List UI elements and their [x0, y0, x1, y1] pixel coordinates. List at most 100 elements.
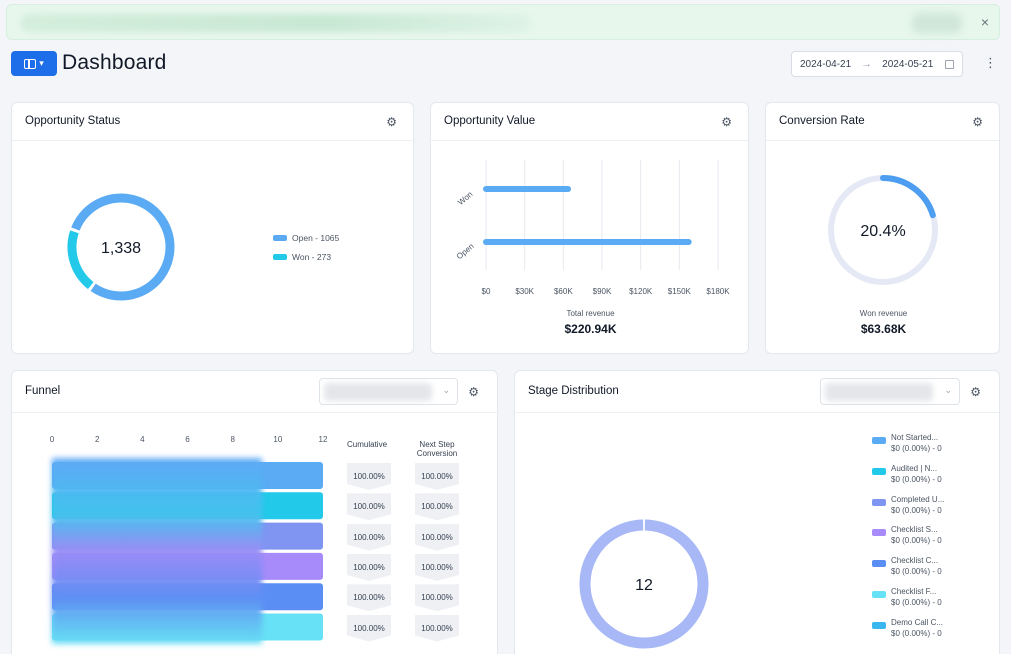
- stage-value: $0 (0.00%) - 0: [891, 536, 942, 546]
- cumulative-value: 100.00%: [347, 614, 391, 642]
- settings-sliders-icon[interactable]: ⚙: [721, 115, 732, 129]
- card-title: Funnel: [25, 385, 61, 397]
- legend-item-open: Open - 1065: [273, 233, 339, 243]
- x-tick-label: 2: [95, 435, 100, 444]
- date-range-picker[interactable]: 2024-04-21 → 2024-05-21: [791, 51, 963, 77]
- stage-distribution-donut: 12: [579, 519, 709, 649]
- total-revenue-label: Total revenue: [566, 309, 615, 318]
- next-step-header-line1: Next Step: [419, 440, 455, 449]
- cumulative-value: 100.00%: [347, 463, 391, 490]
- stage-value: $0 (0.00%) - 0: [891, 444, 942, 453]
- x-tick-label: 10: [273, 435, 282, 444]
- stage-value: $0 (0.00%) - 0: [891, 505, 942, 515]
- settings-sliders-icon[interactable]: ⚙: [386, 115, 397, 129]
- total-revenue-block: Total revenue $220.94K: [431, 309, 748, 336]
- x-tick-label: $120K: [629, 287, 653, 296]
- legend-swatch: [872, 467, 886, 475]
- stage-value: $0 (0.00%) - 0: [891, 567, 942, 577]
- next-step-value: 100.00%: [415, 584, 459, 612]
- opportunity-status-donut: 1,338: [67, 193, 175, 301]
- gauge-fill: [880, 175, 936, 219]
- settings-sliders-icon[interactable]: ⚙: [972, 115, 983, 129]
- x-tick-label: $150K: [668, 287, 692, 296]
- stage-legend-item[interactable]: Completed U... $0 (0.00%) - 0: [872, 494, 981, 516]
- chevron-down-icon: ⌄: [442, 385, 450, 395]
- x-tick-label: 0: [50, 435, 55, 444]
- legend-swatch: [872, 437, 886, 444]
- legend-swatch: [273, 235, 287, 241]
- won-revenue-block: Won revenue $63.68K: [766, 309, 999, 336]
- donut-total: 1,338: [101, 240, 141, 257]
- legend-swatch: [872, 498, 886, 506]
- next-step-header: Next Step Conversion: [412, 440, 462, 458]
- stage-name: Not Started...: [891, 433, 939, 442]
- x-tick-label: $0: [482, 287, 491, 296]
- chevron-down-icon: ⌄: [944, 385, 952, 395]
- stage-name: Checklist S...: [891, 525, 938, 535]
- next-step-value: 100.00%: [415, 553, 459, 581]
- conversion-rate-gauge: 20.4%: [828, 175, 938, 285]
- donut-chart: [67, 193, 175, 301]
- cumulative-value: 100.00%: [347, 523, 391, 551]
- conversion-rate-value: 20.4%: [860, 223, 905, 240]
- x-tick-label: 12: [319, 435, 328, 444]
- settings-sliders-icon[interactable]: ⚙: [970, 385, 981, 399]
- x-tick-label: 4: [140, 435, 145, 444]
- x-tick-label: 8: [230, 435, 235, 444]
- stage-legend-item[interactable]: Audited | N... $0 (0.00%) - 0: [872, 463, 981, 485]
- page-title: Dashboard: [62, 51, 167, 74]
- won-revenue-value: $63.68K: [860, 322, 907, 336]
- stage-legend-item[interactable]: Checklist F... $0 (0.00%) - 0: [872, 586, 981, 608]
- redacted-overlay: [52, 458, 262, 644]
- donut-slice-1[interactable]: [67, 230, 94, 290]
- page-header: ▾ Dashboard 2024-04-21 → 2024-05-21 ⋮: [11, 50, 1001, 78]
- settings-sliders-icon[interactable]: ⚙: [468, 385, 479, 399]
- next-step-value: 100.00%: [415, 493, 459, 521]
- y-tick-label: Won: [456, 190, 474, 207]
- card-title: Conversion Rate: [779, 115, 865, 127]
- total-revenue-value: $220.94K: [564, 322, 617, 336]
- select-value-redacted: [825, 383, 933, 401]
- donut-chart: [579, 519, 709, 649]
- date-start[interactable]: 2024-04-21: [800, 58, 852, 70]
- cumulative-header: Cumulative: [347, 440, 388, 449]
- funnel-card: Funnel ⌄ ⚙ 0 2 4 6 8 10 12 Cumulative Next Ste…: [11, 370, 498, 654]
- stage-name: Checklist F...: [891, 587, 937, 596]
- x-tick-label: $30K: [515, 287, 534, 296]
- stage-value: $0 (0.00%) - 0: [891, 628, 942, 638]
- legend-label: Open - 1065: [292, 233, 340, 243]
- x-tick-label: $60K: [554, 287, 573, 296]
- opportunity-value-card: Opportunity Value ⚙ $0 $30K $60K $90K $120K $…: [430, 102, 749, 354]
- y-tick-label: Open: [455, 242, 476, 261]
- stage-value: $0 (0.00%) - 0: [891, 598, 942, 607]
- stage-legend-item[interactable]: Checklist C... $0 (0.00%) - 0: [872, 555, 981, 577]
- funnel-filter-select[interactable]: ⌄: [319, 378, 458, 405]
- stage-name: Completed U...: [891, 494, 945, 504]
- stage-legend-item[interactable]: Not Started... $0 (0.00%) - 0: [872, 432, 981, 454]
- banner-message-redacted: [21, 14, 531, 32]
- legend-swatch: [872, 591, 886, 598]
- legend-item-won: Won - 273: [273, 252, 331, 262]
- stage-legend-item[interactable]: Demo Call C... $0 (0.00%) - 0: [872, 617, 981, 639]
- calendar-icon[interactable]: [945, 59, 954, 69]
- layout-switcher-button[interactable]: ▾: [11, 51, 57, 76]
- card-title: Opportunity Value: [444, 115, 536, 127]
- won-revenue-label: Won revenue: [859, 309, 908, 318]
- banner-action-redacted[interactable]: [912, 13, 962, 33]
- more-options-icon[interactable]: ⋮: [984, 55, 997, 70]
- layout-icon: [24, 58, 37, 69]
- donut-slice-0[interactable]: [71, 193, 175, 301]
- cumulative-value: 100.00%: [347, 584, 391, 612]
- stage-filter-select[interactable]: ⌄: [820, 378, 960, 405]
- x-tick-label: $180K: [706, 287, 730, 296]
- close-icon[interactable]: ×: [980, 14, 989, 30]
- funnel-bar-chart: 0 2 4 6 8 10 12: [50, 435, 328, 644]
- gauge-ring: [828, 175, 938, 285]
- donut-slice-0[interactable]: [579, 519, 709, 649]
- legend-swatch: [872, 529, 886, 537]
- date-end[interactable]: 2024-05-21: [882, 58, 934, 70]
- legend-swatch: [872, 621, 886, 629]
- chevron-down-icon: ▾: [39, 58, 44, 68]
- card-title: Stage Distribution: [528, 385, 619, 397]
- stage-legend-item[interactable]: Checklist S... $0 (0.00%) - 0: [872, 524, 981, 546]
